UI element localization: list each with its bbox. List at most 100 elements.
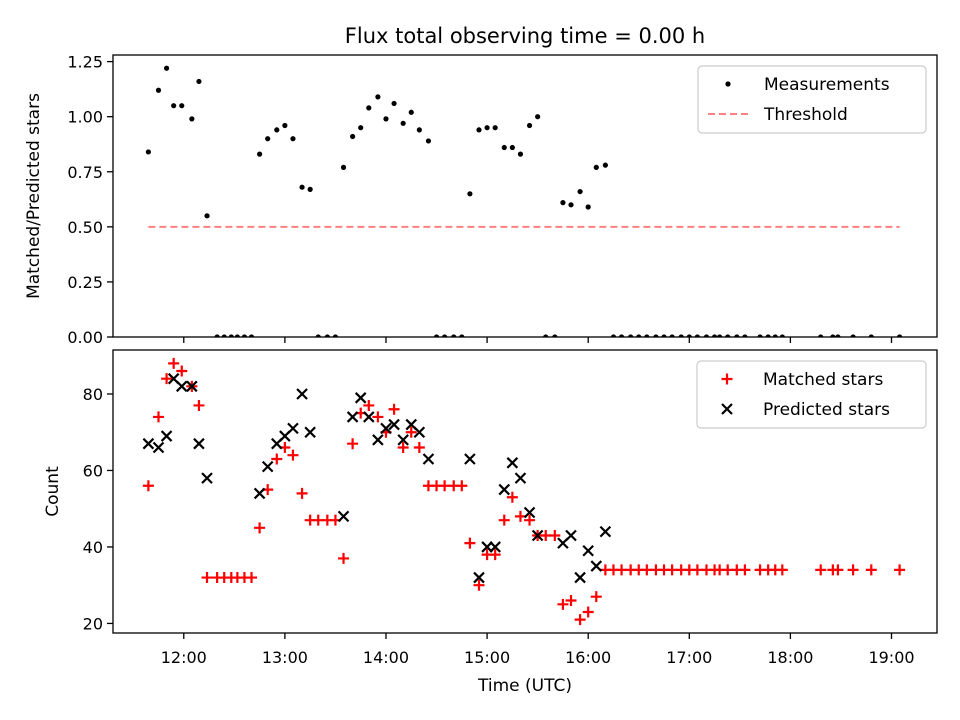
measurement-point — [425, 138, 432, 144]
matched-point — [815, 564, 827, 576]
legend-label: Predicted stars — [763, 400, 890, 420]
x-tick-label: 19:00 — [868, 648, 914, 667]
axes-frame — [112, 349, 938, 634]
y-tick-label: 80 — [83, 385, 103, 404]
predicted-point — [152, 441, 165, 454]
predicted-point — [590, 560, 603, 572]
measurement-point — [492, 125, 498, 131]
measurement-point — [179, 103, 185, 109]
measurement-point — [340, 164, 347, 170]
legend: Measurements Threshold — [697, 65, 927, 134]
measurement-point — [526, 122, 533, 129]
predicted-point — [261, 460, 274, 473]
matched-point — [405, 426, 417, 438]
predicted-point — [531, 529, 544, 542]
measurement-point — [366, 105, 372, 111]
legend-box — [697, 65, 927, 134]
y-tick-label: 1.25 — [67, 53, 103, 72]
predicted-point — [287, 422, 299, 435]
predicted-point — [372, 434, 384, 446]
measurement-point — [257, 151, 263, 157]
matched-point — [582, 606, 594, 618]
measurement-point — [602, 162, 608, 168]
matched-point — [506, 491, 518, 503]
matched-point — [168, 357, 180, 369]
predicted-point — [363, 411, 375, 423]
matched-point — [847, 564, 859, 576]
predicted-point — [296, 388, 308, 400]
matched-point — [254, 522, 266, 534]
predicted-point — [253, 487, 266, 500]
matched-point — [246, 572, 258, 584]
y-tick-label: 0.00 — [67, 328, 103, 347]
x-tick-label: 13:00 — [262, 648, 308, 667]
measurement-point — [517, 151, 524, 157]
legend-marker — [721, 373, 733, 385]
measurement-point — [196, 78, 202, 85]
y-tick-label: 60 — [83, 461, 103, 480]
matched-point — [832, 564, 844, 576]
measurement-point — [416, 127, 422, 133]
count-panel: 20 40 60 80 12:00 13:00 14:00 15:00 16:00 17:00 18… — [43, 349, 938, 667]
predicted-point — [565, 529, 577, 542]
predicted-point — [354, 392, 367, 404]
predicted-point — [489, 541, 501, 553]
predicted-point — [473, 571, 485, 584]
measurement-point — [467, 191, 473, 197]
measurement-point — [204, 213, 210, 219]
matched-point — [271, 453, 283, 465]
matched-point — [739, 564, 751, 576]
predicted-point — [506, 457, 519, 469]
predicted-point — [599, 525, 612, 538]
measurement-point — [509, 144, 515, 151]
x-tick-label: 16:00 — [565, 648, 611, 667]
matched-point — [372, 411, 384, 423]
matched-point — [489, 549, 501, 561]
matched-point — [142, 480, 154, 492]
measurement-point — [350, 133, 356, 140]
matched-point — [287, 449, 299, 461]
matched-point — [388, 403, 400, 415]
predicted-point — [523, 506, 536, 519]
y-tick-label: 20 — [83, 614, 103, 633]
measurement-point — [476, 127, 482, 133]
matched-point — [473, 579, 485, 591]
measurement-point — [568, 202, 574, 208]
predicted-point — [304, 426, 316, 439]
measurement-point — [171, 103, 177, 109]
measurement-point — [577, 188, 583, 195]
matched-point — [152, 411, 164, 423]
matched-point — [574, 614, 586, 626]
y-tick-label: 1.00 — [67, 108, 103, 127]
measurement-point — [383, 116, 389, 122]
predicted-point — [464, 453, 476, 465]
measurement-point — [560, 200, 566, 206]
measurement-point — [307, 186, 313, 192]
measurement-point — [265, 136, 271, 142]
matched-point — [347, 438, 359, 450]
predicted-point — [498, 483, 511, 496]
measurement-point — [535, 114, 541, 120]
matched-point — [193, 399, 205, 411]
legend-label: Measurements — [764, 75, 890, 95]
matched-point — [776, 564, 788, 576]
measurement-point — [585, 204, 591, 210]
measurement-point — [145, 149, 151, 155]
y-axis-label: Matched/Predicted stars — [24, 93, 44, 299]
matched-point — [549, 529, 561, 541]
x-tick-label: 15:00 — [464, 648, 510, 667]
predicted-point — [346, 411, 359, 423]
chart-title: Flux total observing time = 0.00 h — [345, 24, 705, 48]
matched-point — [363, 399, 375, 411]
measurement-point — [391, 100, 397, 107]
y-axis-label: Count — [43, 466, 63, 517]
x-axis-label: Time (UTC) — [477, 676, 572, 696]
measurement-point — [593, 164, 599, 170]
predicted-point — [337, 510, 350, 523]
matched-point — [498, 514, 510, 526]
legend-box — [696, 360, 927, 429]
matched-point — [176, 365, 188, 377]
predicted-point — [186, 380, 198, 393]
y-tick-label: 0.25 — [67, 273, 103, 292]
